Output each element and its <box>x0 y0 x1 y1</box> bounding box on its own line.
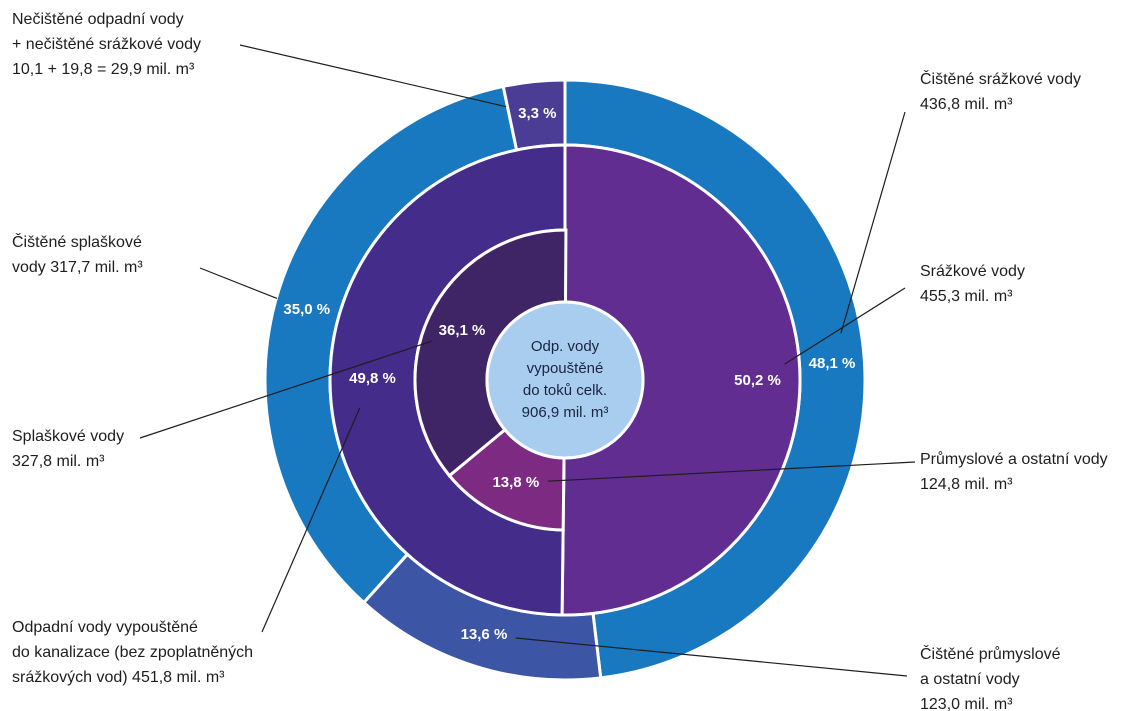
leader-line <box>547 461 916 482</box>
percent-label: 35,0 % <box>283 301 330 318</box>
center-circle <box>485 300 645 460</box>
callout-label: Čištěné srážkové vody <box>920 69 1081 88</box>
center-label: do toků celk. <box>523 382 607 399</box>
callout-label: srážkových vod) 451,8 mil. m³ <box>12 669 225 686</box>
percent-label: 50,2 % <box>734 372 781 389</box>
callout-label: 327,8 mil. m³ <box>12 453 105 470</box>
callout-label: + nečištěné srážkové vody <box>12 36 201 53</box>
percent-label: 13,6 % <box>461 626 508 643</box>
callout-label: Splaškové vody <box>12 428 124 445</box>
callout-label: Průmyslové a ostatní vody <box>920 450 1108 468</box>
callout-label: 10,1 + 19,8 = 29,9 mil. m³ <box>12 61 195 78</box>
leader-line <box>139 340 432 439</box>
callout-label: vody 317,7 mil. m³ <box>12 259 143 276</box>
leader-line <box>784 287 906 365</box>
leader-line <box>199 267 278 300</box>
callout-label: Čištěné průmyslové <box>920 644 1061 663</box>
callout-label: Čištěné splaškové <box>12 232 142 251</box>
center-label: vypouštěné <box>527 360 604 377</box>
callout-label: Nečištěné odpadní vody <box>12 11 184 28</box>
callout-label: a ostatní vody <box>920 671 1020 688</box>
percent-label: 3,3 % <box>518 105 556 122</box>
leader-line <box>261 407 361 633</box>
leader-line <box>840 111 906 334</box>
callout-label: 124,8 mil. m³ <box>920 476 1013 493</box>
callout-label: do kanalizace (bez zpoplatněných <box>12 644 253 661</box>
center-label: 906,9 mil. m³ <box>522 404 609 421</box>
leader-line <box>239 44 507 108</box>
percent-label: 36,1 % <box>439 322 486 339</box>
callout-label: Srážkové vody <box>920 263 1025 280</box>
center-label: Odp. vody <box>531 338 600 355</box>
callout-label: 123,0 mil. m³ <box>920 696 1013 711</box>
callout-label: 436,8 mil. m³ <box>920 96 1013 113</box>
percent-label: 49,8 % <box>349 370 396 387</box>
leader-line <box>515 637 908 677</box>
percent-label: 13,8 % <box>492 474 539 491</box>
percent-label: 48,1 % <box>809 355 856 372</box>
callout-label: 455,3 mil. m³ <box>920 288 1013 305</box>
callout-label: Odpadní vody vypouštěné <box>12 619 198 636</box>
